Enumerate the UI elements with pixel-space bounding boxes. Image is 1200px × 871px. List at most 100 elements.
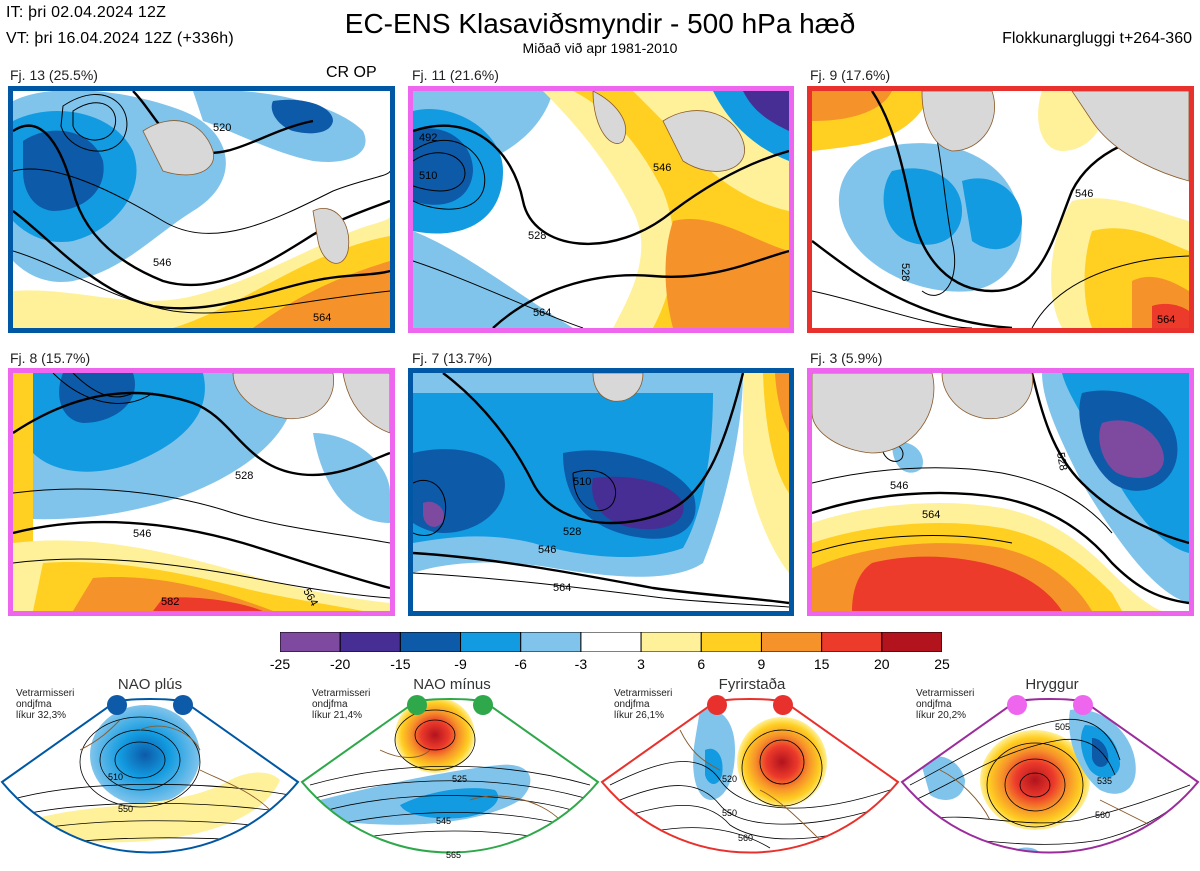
contour-label: 510 [419,170,437,182]
colorbar-tick-label: -20 [330,656,351,672]
cluster-map-panel-4[interactable]: 528 546 564 582 [8,368,395,616]
page-title: EC-ENS Klasaviðsmyndir - 500 hPa hæð [344,8,856,39]
regime-2-note: Vetrarmisseri ondjfma líkur 21,4% [312,688,371,721]
regime-1-title: NAO plús [117,676,183,693]
contour-label: 564 [922,509,940,521]
regime-1-contour: 510 [108,772,123,782]
contour-label: 528 [899,263,911,281]
colorbar-swatch [580,631,642,653]
contour-label: 546 [538,544,556,556]
colorbar-swatch [700,631,762,653]
regime-4-map [902,699,1198,853]
regime-3-note: Vetrarmisseri ondjfma líkur 26,1% [614,688,673,721]
regime-2-contour: 525 [452,774,467,784]
colorbar-swatch [821,631,883,653]
regime-3-map [602,699,898,853]
cluster-map-1: 520 546 564 [13,91,390,328]
colorbar-tick-label: 3 [637,656,645,672]
colorbar-tick-label: -9 [454,656,467,672]
cluster-map-3: 528 546 564 [812,91,1189,328]
cluster-map-panel-6[interactable]: 528 546 564 [807,368,1194,616]
cluster-map-4: 528 546 564 582 [13,373,390,611]
regime-4-contour: 505 [1055,722,1070,732]
colorbar-tick-label: 20 [874,656,890,672]
colorbar-swatches [279,631,943,653]
cluster-map-5: 510 528 546 564 [413,373,789,611]
colorbar-tick-label: -15 [390,656,411,672]
panel-1-label: Fj. 13 (25.5%) [10,67,98,83]
contour-label: 528 [235,470,253,482]
contour-label: 582 [161,596,179,608]
regime-2-dot-left [407,695,427,715]
colorbar-tick-label: 9 [757,656,766,672]
regime-4-contour: 535 [1097,776,1112,786]
colorbar-tick-label: 6 [697,656,706,672]
colorbar-swatch [640,631,702,653]
panel-3-label: Fj. 9 (17.6%) [810,67,891,83]
contour-label: 546 [653,162,671,174]
contour-label: 546 [890,480,908,492]
contour-label: 546 [153,257,171,269]
panel-1-tag: CR OP [326,64,377,81]
contour-label: 510 [573,476,591,488]
regime-2-contour: 545 [436,816,451,826]
panel-5-label: Fj. 7 (13.7%) [412,350,493,366]
regime-3-contour: 520 [722,774,737,784]
page-subtitle: Miðað við apr 1981-2010 [522,40,678,56]
contour-label: 564 [1157,314,1175,326]
colorbar-swatch [399,631,462,653]
colorbar-swatch [520,631,582,653]
colorbar-swatch [881,631,943,653]
panel-6-label: Fj. 3 (5.9%) [810,350,883,366]
regime-1-dot-right [173,695,193,715]
regime-4-note: Vetrarmisseri ondjfma líkur 20,2% [916,688,975,721]
colorbar [279,631,943,653]
regime-2-map [302,699,598,853]
regime-1-note: Vetrarmisseri ondjfma líkur 32,3% [16,688,75,721]
contour-label: 564 [533,307,551,319]
colorbar-swatch [279,631,341,653]
colorbar-tick-label: -6 [514,656,527,672]
contour-label: 564 [553,582,571,594]
colorbar-swatch [760,631,823,653]
regime-3-title: Fyrirstaða [718,676,786,693]
cluster-map-panel-5[interactable]: 510 528 546 564 [408,368,794,616]
regime-4-contour: 560 [1095,810,1110,820]
panel-2-label: Fj. 11 (21.6%) [412,67,499,83]
regime-4-title: Hryggur [1025,676,1079,693]
regime-4-dot-right [1073,695,1093,715]
colorbar-tick-label: 15 [813,656,830,672]
colorbar-swatch [460,631,522,653]
cluster-map-panel-1[interactable]: 520 546 564 [8,86,395,333]
cluster-map-panel-3[interactable]: 528 546 564 [807,86,1194,333]
regime-schematics: 510 550 525 545 565 520 550 560 [0,695,1200,860]
contour-label: 528 [563,526,581,538]
colorbar-tick-label: -3 [574,656,588,672]
regime-1-contour: 550 [118,804,133,814]
regime-3-contour: 560 [738,833,753,843]
valid-time: VT: þri 16.04.2024 12Z (+336h) [6,30,234,47]
cluster-map-6: 528 546 564 [812,373,1189,611]
regime-1-map [2,699,298,853]
cluster-map-panel-2[interactable]: 492 510 528 546 564 [408,86,794,333]
regime-3-dot-left [707,695,727,715]
cluster-map-2: 492 510 528 546 564 [413,91,789,328]
regime-2-contour: 565 [446,850,461,860]
regime-3-contour: 550 [722,808,737,818]
contour-label: 528 [528,230,546,242]
regime-3-dot-right [773,695,793,715]
contour-label: 520 [213,122,231,134]
regime-2-title: NAO mínus [413,676,491,693]
contour-label: 564 [313,312,331,324]
contour-label: 528 [1054,451,1069,471]
contour-label: 546 [1075,188,1093,200]
contour-label: 492 [419,132,437,144]
panel-4-label: Fj. 8 (15.7%) [10,350,91,366]
regime-4-dot-left [1007,695,1027,715]
classification-window: Flokkunargluggi t+264-360 [1002,30,1192,47]
regime-2-dot-right [473,695,493,715]
colorbar-tick-label: -25 [269,656,291,672]
initial-time: IT: þri 02.04.2024 12Z [6,4,167,21]
regime-1-dot-left [107,695,127,715]
colorbar-tick-label: 25 [934,656,950,672]
